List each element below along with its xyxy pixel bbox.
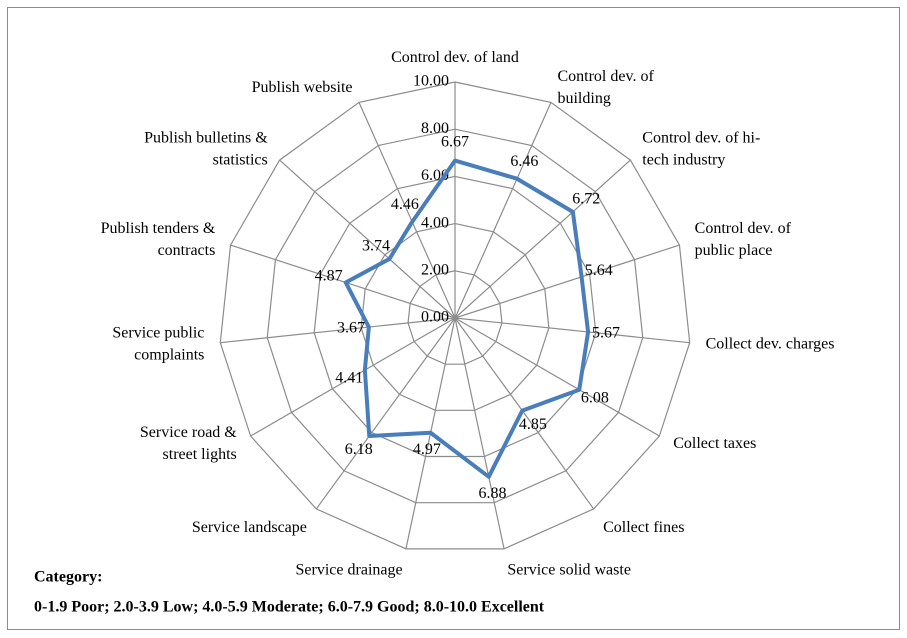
data-label: 4.85 <box>519 416 547 433</box>
spoke <box>454 317 505 549</box>
series-line <box>343 158 591 479</box>
r-tick-label: 2.00 <box>421 261 449 278</box>
category-label: Collect fines <box>603 519 684 536</box>
category-label: Control dev. of land <box>391 49 519 66</box>
spoke <box>454 102 552 319</box>
category-label: Service landscape <box>192 519 307 536</box>
category-label: Service road & street lights <box>140 424 237 463</box>
grid-ring <box>219 81 691 550</box>
spoke <box>454 159 631 319</box>
data-label: 4.87 <box>315 268 343 285</box>
r-tick-label: 0.00 <box>421 309 449 326</box>
data-label: 6.46 <box>510 153 538 170</box>
spoke <box>250 317 456 437</box>
grid-ring <box>313 175 597 458</box>
data-label: 3.74 <box>362 238 390 255</box>
spoke <box>454 317 690 344</box>
spoke <box>454 317 660 437</box>
footer-text: 0-1.9 Poor; 2.0-3.9 Low; 4.0-5.9 Moderat… <box>34 599 545 616</box>
data-label: 6.08 <box>581 389 609 406</box>
grid-ring <box>407 270 503 365</box>
r-tick-label: 4.00 <box>421 214 449 231</box>
category-label: Control dev. of building <box>557 67 654 106</box>
data-label: 5.64 <box>585 262 613 279</box>
grid-ring <box>360 222 550 411</box>
data-label: 6.18 <box>345 441 373 458</box>
category-label: Collect taxes <box>673 435 756 452</box>
spoke <box>454 317 595 510</box>
data-label: 5.67 <box>592 325 620 342</box>
category-label: Control dev. of hi-tech industry <box>642 129 760 168</box>
category-label: Publish bulletins & statistics <box>144 129 268 168</box>
category-label: Control dev. of public place <box>695 220 792 259</box>
category-label: Publish website <box>252 78 353 95</box>
spoke <box>358 102 456 319</box>
spoke <box>230 244 456 319</box>
spoke <box>315 317 456 510</box>
data-label: 3.67 <box>337 320 365 337</box>
data-label: 4.97 <box>413 441 441 458</box>
grid-ring <box>266 128 644 504</box>
spoke <box>279 159 456 319</box>
spoke <box>454 244 680 319</box>
category-label: Publish tenders & contracts <box>101 220 216 259</box>
r-tick-label: 8.00 <box>421 120 449 137</box>
category-label: Service public complaints <box>112 324 204 363</box>
category-label: Service drainage <box>296 561 403 578</box>
data-label: 4.46 <box>391 196 419 213</box>
footer-heading: Category: <box>34 569 102 586</box>
data-label: 6.72 <box>572 191 600 208</box>
data-label: 6.67 <box>441 133 469 150</box>
category-label: Collect dev. charges <box>706 335 835 352</box>
category-label: Service solid waste <box>507 561 631 578</box>
r-tick-label: 10.00 <box>413 73 449 90</box>
data-label: 4.41 <box>335 370 363 387</box>
data-label: 6.88 <box>479 485 507 502</box>
spoke <box>220 317 456 344</box>
